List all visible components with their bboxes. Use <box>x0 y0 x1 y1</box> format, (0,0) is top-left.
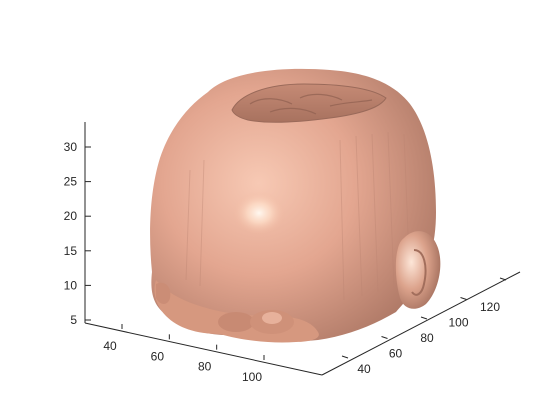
surface-nose-tip <box>262 312 282 324</box>
z-tick-label: 5 <box>70 313 77 327</box>
surface-top-texture <box>249 93 373 115</box>
x-tick-label: 80 <box>198 360 212 374</box>
surface-brow-left <box>218 312 254 332</box>
y-tick <box>381 336 388 339</box>
surface-top-cap <box>231 83 387 123</box>
x-tick-label: 60 <box>151 349 165 363</box>
surface-object <box>150 68 441 343</box>
x-axis-line <box>84 322 323 376</box>
y-tick <box>499 277 507 281</box>
surface-ear <box>395 231 441 309</box>
x-tick-label: 100 <box>242 370 262 384</box>
surface-highlight <box>233 191 285 235</box>
y-tick-label: 120 <box>480 300 500 314</box>
y-tick <box>341 355 349 359</box>
tick-labels: 5 10 15 20 25 30 40 60 80 100 40 60 80 100 120 <box>64 140 501 384</box>
y-axis-line <box>321 271 521 376</box>
surface-cheek-left <box>156 282 171 304</box>
surface-cranium <box>150 68 436 342</box>
tick-marks <box>85 146 507 360</box>
y-tick-label: 100 <box>448 316 468 330</box>
y-tick <box>460 297 467 300</box>
z-tick-label: 30 <box>64 140 78 154</box>
z-tick-label: 10 <box>64 278 78 292</box>
y-tick <box>420 316 428 320</box>
surface-ear-fold <box>411 249 427 296</box>
z-tick-label: 20 <box>64 209 78 223</box>
y-tick-label: 80 <box>420 331 434 345</box>
z-tick-label: 15 <box>64 244 78 258</box>
axes <box>84 122 521 376</box>
x-tick-label: 40 <box>103 339 117 353</box>
z-tick-label: 25 <box>64 175 78 189</box>
y-tick-label: 60 <box>389 347 403 361</box>
y-tick-label: 40 <box>357 362 371 376</box>
